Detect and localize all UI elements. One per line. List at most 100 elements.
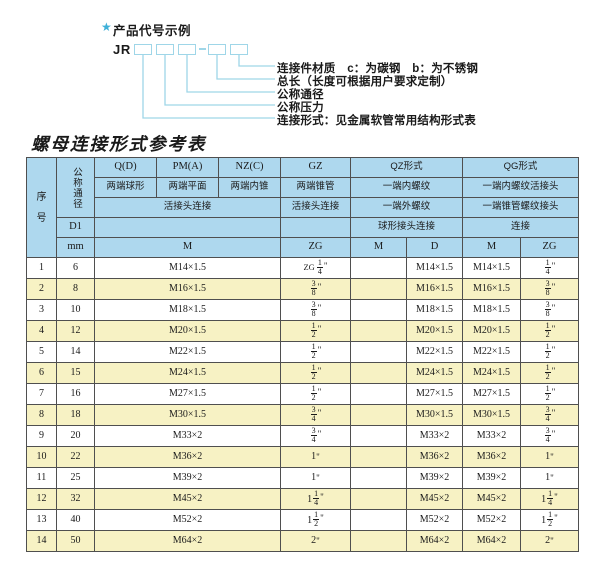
cell-d1: 14	[56, 341, 95, 363]
header-qg-zg: ZG	[520, 237, 580, 258]
cell-seq: 3	[26, 299, 57, 321]
cell-seq: 14	[26, 530, 57, 552]
cell-qg-m: M16×1.5	[462, 278, 522, 300]
cell-qz-d: M33×2	[405, 425, 464, 447]
header-group-code-1: PM(A)	[156, 157, 219, 178]
cell-seq: 10	[26, 446, 57, 468]
cell-qz-m	[350, 299, 407, 321]
cell-qg-m: M30×1.5	[462, 404, 522, 426]
table-row: 5 14 M22×1.5 1 2 " M22×1.5 M22×1.5 1 2 "	[26, 341, 580, 363]
spec-table: 序号 公称通径 Q(D) PM(A) NZ(C) GZ QZ形式 QG形式 两端…	[26, 157, 580, 552]
cell-qz-m	[350, 383, 407, 405]
cell-thread-m: M27×1.5	[94, 383, 281, 405]
cell-gz-zg: 1 1 4 "	[280, 488, 351, 510]
cell-thread-m: M33×2	[94, 425, 281, 447]
cell-qz-m	[350, 509, 407, 531]
header-group-ends-5: 一端内螺纹活接头	[462, 177, 580, 198]
header-group-code-0: Q(D)	[94, 157, 157, 178]
spec-table-body: 1 6 M14×1.5 ZG 1 4 " M14×1.5 M14×1.5 1 4 " 2 8 M16×1.5…	[26, 257, 580, 552]
cell-qg-m: M45×2	[462, 488, 522, 510]
cell-qg-m: M24×1.5	[462, 362, 522, 384]
cell-qg-zg: 1 2 "	[520, 341, 580, 363]
code-box-2	[156, 44, 174, 55]
header-group-ends-0: 两端球形	[94, 177, 157, 198]
header-group-ends-1: 两端平面	[156, 177, 219, 198]
cell-qz-d: M24×1.5	[405, 362, 464, 384]
cell-seq: 2	[26, 278, 57, 300]
cell-qg-zg: 3 4 "	[520, 404, 580, 426]
cell-d1: 8	[56, 278, 95, 300]
header-group-ends-4: 一端内螺纹	[349, 177, 464, 198]
cell-d1: 6	[56, 257, 95, 279]
header-union-gz: 活接头连接	[280, 197, 351, 218]
nut-connection-reference-table: 序号 公称通径 Q(D) PM(A) NZ(C) GZ QZ形式 QG形式 两端…	[26, 157, 580, 552]
cell-seq: 12	[26, 488, 57, 510]
cell-qg-zg: 2"	[520, 530, 580, 552]
cell-qg-m: M22×1.5	[462, 341, 522, 363]
table-row: 13 40 M52×2 1 1 2 " M52×2 M52×2 1 1 2 "	[26, 509, 580, 531]
header-qg-row4: 连接	[462, 217, 580, 238]
cell-seq: 8	[26, 404, 57, 426]
product-code-prefix: JR	[113, 42, 131, 57]
cell-qz-d: M45×2	[405, 488, 464, 510]
header-qz-row4: 球形接头连接	[349, 217, 464, 238]
table-row: 4 12 M20×1.5 1 2 " M20×1.5 M20×1.5 1 2 "	[26, 320, 580, 342]
cell-d1: 12	[56, 320, 95, 342]
header-nominal-diameter: 公称通径	[56, 157, 95, 218]
table-row: 14 50 M64×2 2" M64×2 M64×2 2"	[26, 530, 580, 552]
legend-label-total-length: 总长（长度可根据用户要求定制）	[277, 76, 453, 88]
table-row: 8 18 M30×1.5 3 4 " M30×1.5 M30×1.5 3 4 "	[26, 404, 580, 426]
table-row: 6 15 M24×1.5 1 2 " M24×1.5 M24×1.5 1 2 "	[26, 362, 580, 384]
legend-label-material: 连接件材质 c：为碳钢 b：为不锈钢	[277, 63, 479, 75]
cell-thread-m: M39×2	[94, 467, 281, 489]
table-row: 12 32 M45×2 1 1 4 " M45×2 M45×2 1 1 4 "	[26, 488, 580, 510]
cell-d1: 18	[56, 404, 95, 426]
cell-d1: 20	[56, 425, 95, 447]
cell-qg-m: M33×2	[462, 425, 522, 447]
code-box-1	[134, 44, 152, 55]
cell-d1: 15	[56, 362, 95, 384]
cell-d1: 10	[56, 299, 95, 321]
cell-qg-m: M14×1.5	[462, 257, 522, 279]
cell-gz-zg: ZG 1 4 "	[280, 257, 351, 279]
cell-gz-zg: 2"	[280, 530, 351, 552]
cell-qz-d: M64×2	[405, 530, 464, 552]
cell-d1: 16	[56, 383, 95, 405]
cell-seq: 5	[26, 341, 57, 363]
cell-d1: 25	[56, 467, 95, 489]
cell-thread-m: M52×2	[94, 509, 281, 531]
cell-seq: 7	[26, 383, 57, 405]
cell-qg-m: M18×1.5	[462, 299, 522, 321]
code-box-4	[208, 44, 226, 55]
cell-qz-d: M18×1.5	[405, 299, 464, 321]
header-blank-qpmnz	[94, 217, 281, 238]
cell-qz-m	[350, 425, 407, 447]
code-box-3	[178, 44, 196, 55]
cell-qz-m	[350, 446, 407, 468]
cell-seq: 1	[26, 257, 57, 279]
cell-thread-m: M14×1.5	[94, 257, 281, 279]
cell-qg-m: M20×1.5	[462, 320, 522, 342]
cell-qz-d: M30×1.5	[405, 404, 464, 426]
cell-thread-m: M20×1.5	[94, 320, 281, 342]
cell-gz-zg: 1 2 "	[280, 362, 351, 384]
cell-qz-m	[350, 467, 407, 489]
header-qz-d: D	[405, 237, 464, 258]
header-qz-m: M	[350, 237, 407, 258]
header-qg-m: M	[462, 237, 522, 258]
cell-qz-m	[350, 320, 407, 342]
header-union-qpmnz: 活接头连接	[94, 197, 281, 218]
cell-qz-d: M52×2	[405, 509, 464, 531]
cell-qz-m	[350, 278, 407, 300]
legend-label-nominal-pressure: 公称压力	[277, 102, 324, 114]
table-row: 11 25 M39×2 1" M39×2 M39×2 1"	[26, 467, 580, 489]
legend-title: 产品代号示例	[113, 24, 192, 38]
cell-gz-zg: 3 4 "	[280, 404, 351, 426]
cell-qg-zg: 1 4 "	[520, 257, 580, 279]
cell-thread-m: M30×1.5	[94, 404, 281, 426]
table-row: 2 8 M16×1.5 3 8 " M16×1.5 M16×1.5 3 8 "	[26, 278, 580, 300]
cell-qz-d: M22×1.5	[405, 341, 464, 363]
cell-gz-zg: 1 2 "	[280, 383, 351, 405]
header-gz-zg: ZG	[280, 237, 351, 258]
header-group-ends-2: 两端内锥	[218, 177, 281, 198]
